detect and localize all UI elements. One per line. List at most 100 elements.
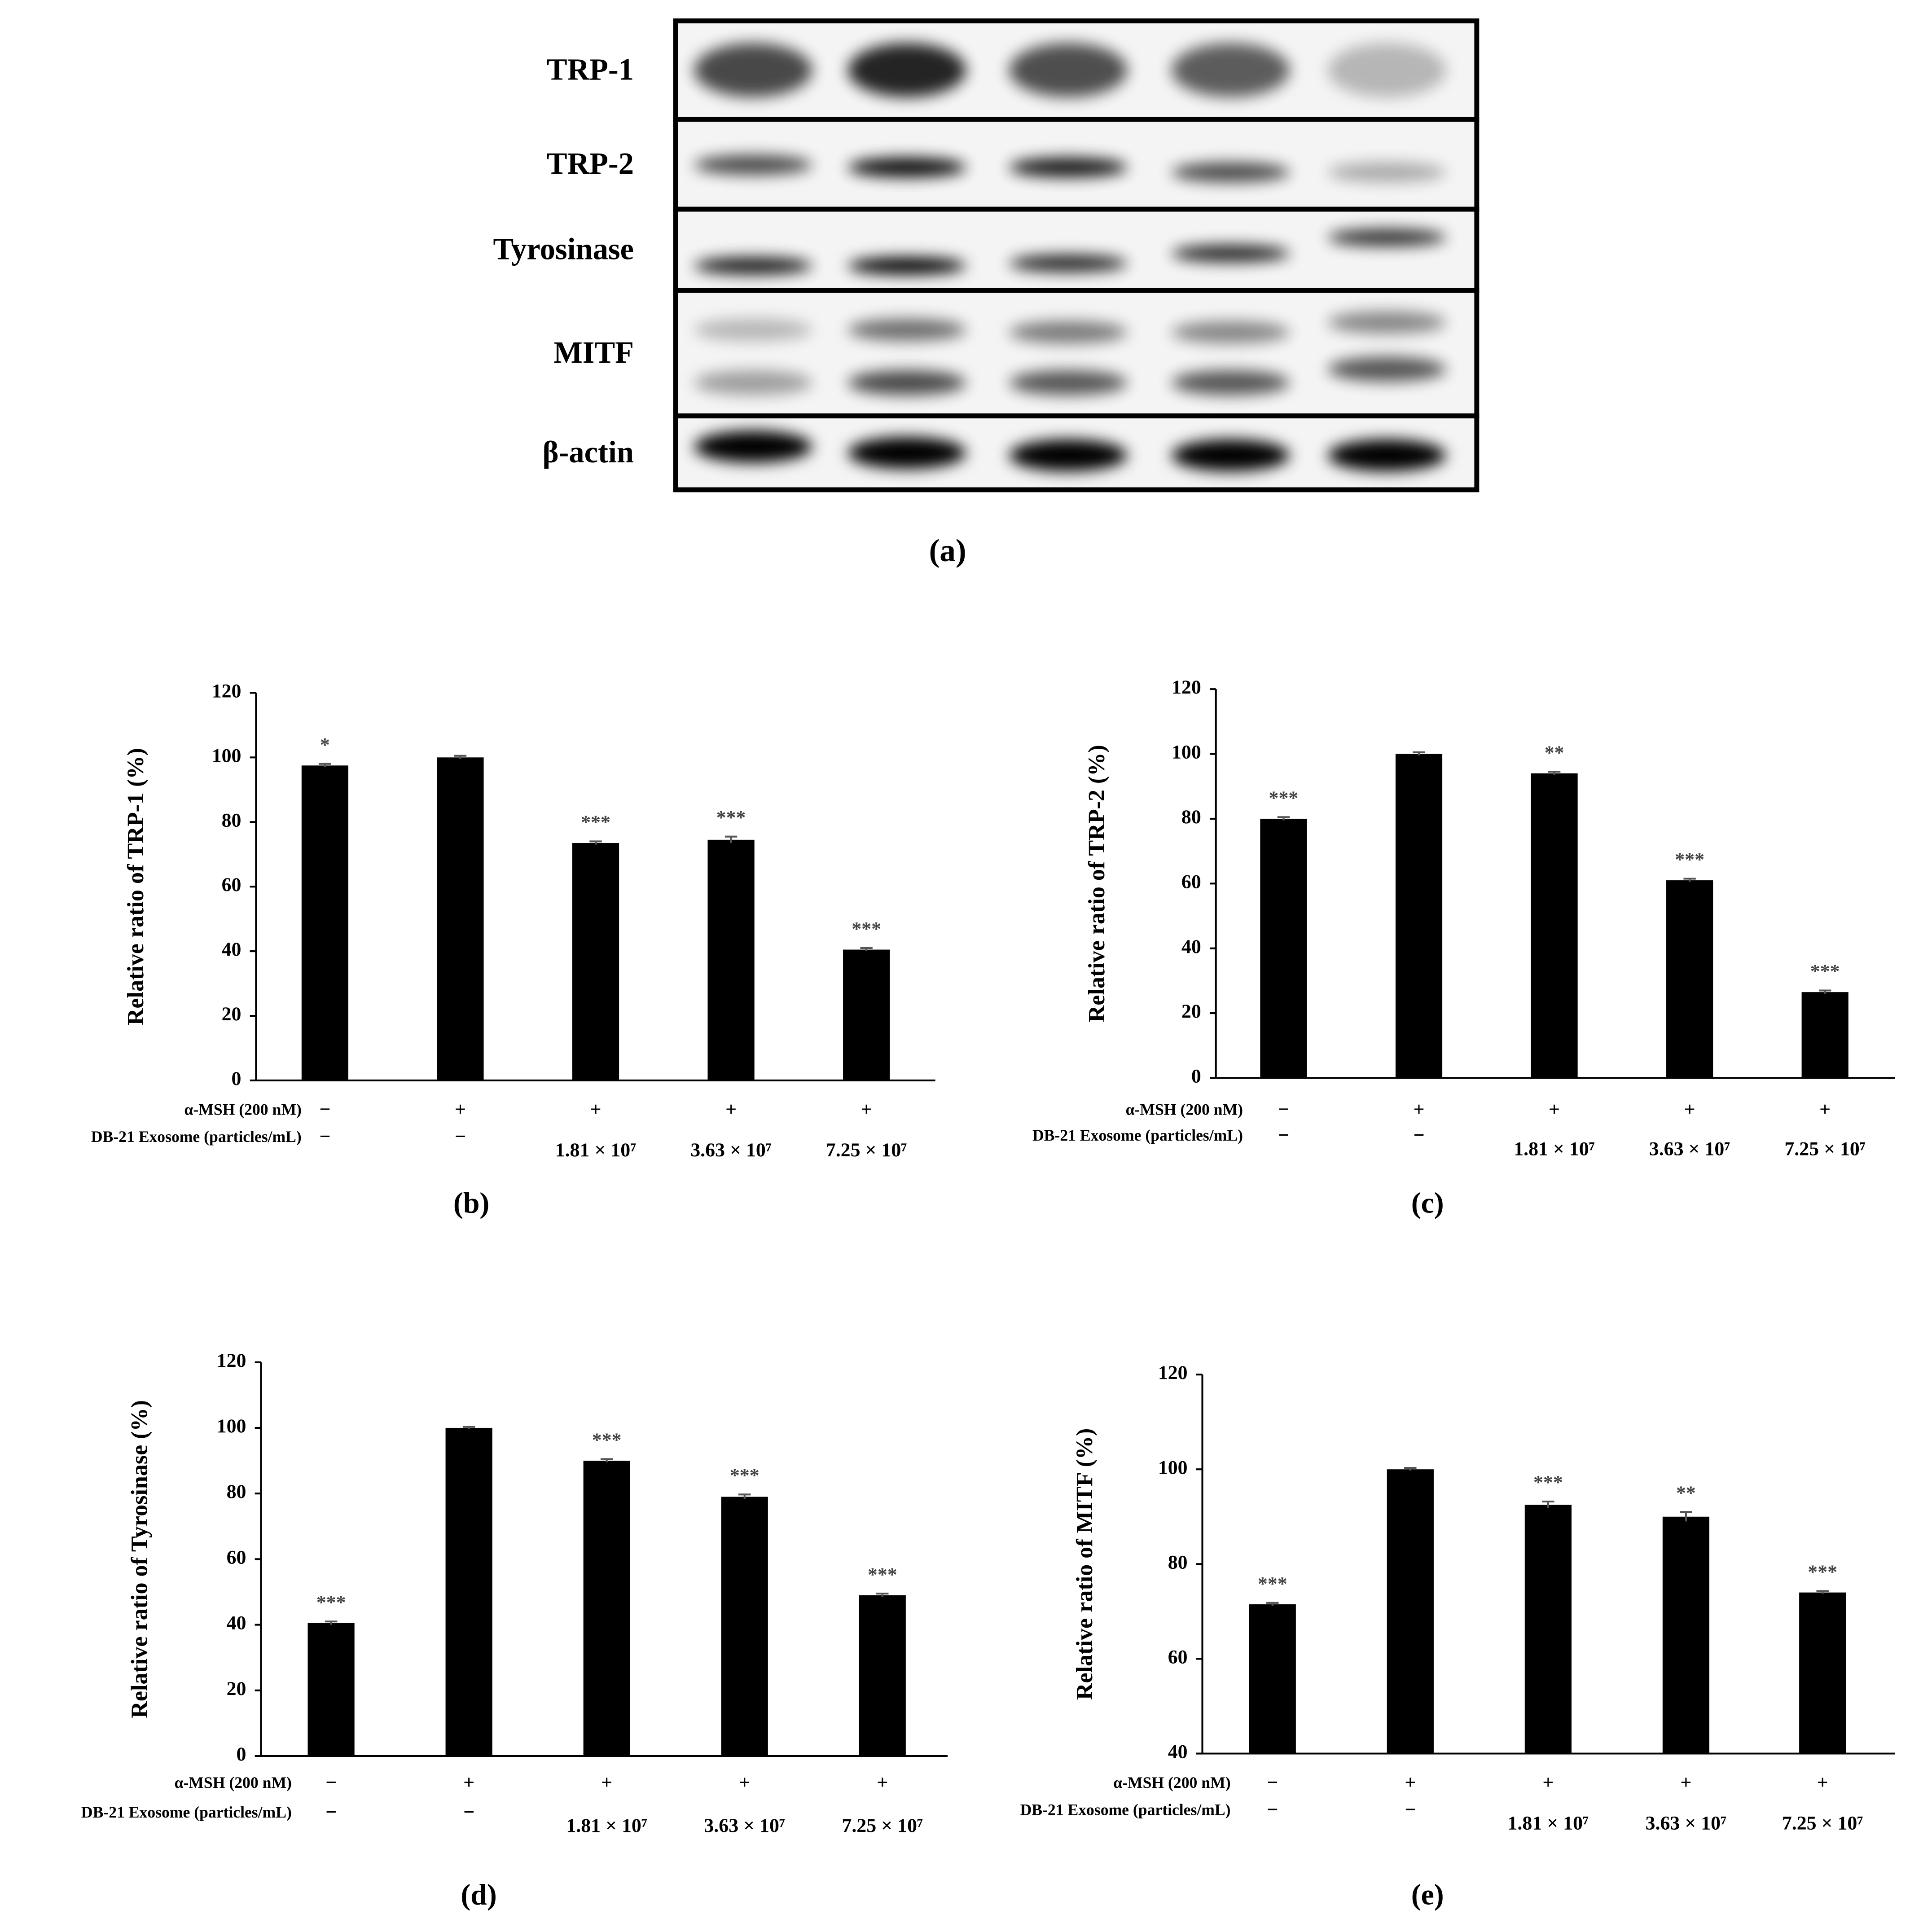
blot-label: TRP-2 bbox=[547, 146, 634, 180]
band bbox=[1171, 370, 1290, 395]
blot-label: MITF bbox=[553, 335, 634, 369]
band bbox=[694, 319, 812, 341]
bar bbox=[1524, 1505, 1572, 1754]
significance: *** bbox=[581, 812, 610, 833]
significance: *** bbox=[1808, 1561, 1837, 1583]
y-tick-label: 120 bbox=[1158, 1362, 1188, 1383]
y-tick-label: 120 bbox=[212, 680, 241, 702]
y-tick-label: 80 bbox=[222, 809, 241, 831]
blot-label: β-actin bbox=[542, 435, 634, 469]
msh-label: + bbox=[1414, 1099, 1425, 1120]
bar bbox=[1666, 880, 1713, 1078]
msh-label: + bbox=[1819, 1099, 1831, 1120]
panel-label: (d) bbox=[461, 1878, 496, 1911]
band bbox=[1328, 311, 1446, 334]
band bbox=[1328, 439, 1446, 471]
exosome-label: 1.81 × 10⁷ bbox=[1508, 1813, 1589, 1834]
msh-label: − bbox=[1278, 1099, 1289, 1120]
exosome-label: 7.25 × 10⁷ bbox=[1784, 1138, 1866, 1159]
significance: * bbox=[320, 734, 330, 755]
msh-label: − bbox=[1267, 1772, 1278, 1793]
msh-label: + bbox=[739, 1772, 750, 1793]
y-tick-label: 60 bbox=[1168, 1646, 1188, 1668]
bar bbox=[445, 1427, 492, 1756]
y-tick-label: 20 bbox=[1181, 1001, 1201, 1022]
y-tick-label: 100 bbox=[217, 1415, 246, 1437]
msh-label: − bbox=[319, 1099, 330, 1120]
blot-row bbox=[676, 290, 1477, 416]
band bbox=[694, 430, 812, 463]
row-label: DB-21 Exosome (particles/mL) bbox=[91, 1128, 302, 1146]
significance: *** bbox=[1269, 787, 1299, 809]
band bbox=[1009, 255, 1128, 272]
significance: ** bbox=[1676, 1482, 1696, 1504]
y-tick-label: 20 bbox=[227, 1678, 246, 1699]
significance: *** bbox=[868, 1564, 897, 1585]
panel-label: (c) bbox=[1411, 1187, 1444, 1220]
blot-row bbox=[676, 209, 1477, 290]
band bbox=[1009, 370, 1128, 395]
band bbox=[1009, 321, 1128, 343]
significance: ** bbox=[1545, 742, 1564, 764]
row-label: α-MSH (200 nM) bbox=[184, 1101, 302, 1119]
msh-label: + bbox=[1684, 1099, 1695, 1120]
significance: *** bbox=[1810, 961, 1840, 982]
msh-label: + bbox=[463, 1772, 474, 1793]
y-tick-label: 0 bbox=[1191, 1066, 1201, 1087]
y-tick-label: 0 bbox=[232, 1068, 241, 1089]
band bbox=[1171, 162, 1290, 182]
band bbox=[1328, 43, 1446, 97]
exosome-label: 3.63 × 10⁷ bbox=[1649, 1138, 1730, 1159]
row-label: DB-21 Exosome (particles/mL) bbox=[1020, 1801, 1231, 1819]
bar bbox=[307, 1623, 355, 1756]
blot-label: Tyrosinase bbox=[493, 232, 634, 266]
msh-label: + bbox=[455, 1099, 466, 1120]
bar bbox=[1249, 1604, 1296, 1754]
significance: *** bbox=[1675, 849, 1704, 870]
exosome-label: 7.25 × 10⁷ bbox=[1782, 1813, 1863, 1834]
band bbox=[1328, 357, 1446, 382]
msh-label: + bbox=[1549, 1099, 1560, 1120]
row-label: α-MSH (200 nM) bbox=[175, 1774, 292, 1791]
band bbox=[847, 257, 966, 275]
bar bbox=[1531, 773, 1578, 1078]
bar bbox=[437, 757, 484, 1080]
y-axis-label: Relative ratio of TRP-1 (%) bbox=[123, 748, 149, 1025]
band bbox=[1009, 157, 1128, 177]
y-tick-label: 120 bbox=[217, 1350, 246, 1371]
y-axis-label: Relative ratio of MITF (%) bbox=[1072, 1428, 1098, 1700]
bar bbox=[859, 1595, 906, 1756]
significance: *** bbox=[716, 807, 746, 828]
bar bbox=[1662, 1516, 1709, 1754]
y-tick-label: 40 bbox=[222, 939, 241, 960]
y-tick-label: 20 bbox=[222, 1003, 241, 1025]
significance: *** bbox=[316, 1592, 346, 1613]
band bbox=[694, 155, 812, 175]
exosome-label: 1.81 × 10⁷ bbox=[566, 1815, 647, 1836]
y-tick-label: 60 bbox=[222, 874, 241, 896]
y-tick-label: 80 bbox=[227, 1481, 246, 1502]
exosome-label: 7.25 × 10⁷ bbox=[842, 1815, 923, 1836]
msh-label: + bbox=[601, 1772, 612, 1793]
y-axis-label: Relative ratio of TRP-2 (%) bbox=[1084, 745, 1110, 1022]
band bbox=[1171, 321, 1290, 343]
significance: *** bbox=[852, 918, 881, 940]
band bbox=[847, 157, 966, 177]
band bbox=[847, 370, 966, 395]
band bbox=[694, 257, 812, 275]
y-tick-label: 60 bbox=[1181, 871, 1201, 892]
band bbox=[1171, 43, 1290, 97]
msh-label: − bbox=[325, 1772, 337, 1793]
bar bbox=[301, 765, 348, 1080]
band bbox=[847, 319, 966, 341]
exosome-label: − bbox=[463, 1801, 474, 1823]
exosome-label: − bbox=[1278, 1124, 1289, 1146]
western-blot bbox=[673, 18, 1480, 492]
bar bbox=[1799, 1592, 1846, 1754]
y-tick-label: 120 bbox=[1172, 676, 1201, 698]
msh-label: + bbox=[1680, 1772, 1691, 1793]
significance: *** bbox=[1258, 1573, 1287, 1595]
exosome-label: 1.81 × 10⁷ bbox=[555, 1139, 637, 1161]
bar bbox=[707, 839, 755, 1080]
exosome-label: − bbox=[1414, 1124, 1425, 1146]
